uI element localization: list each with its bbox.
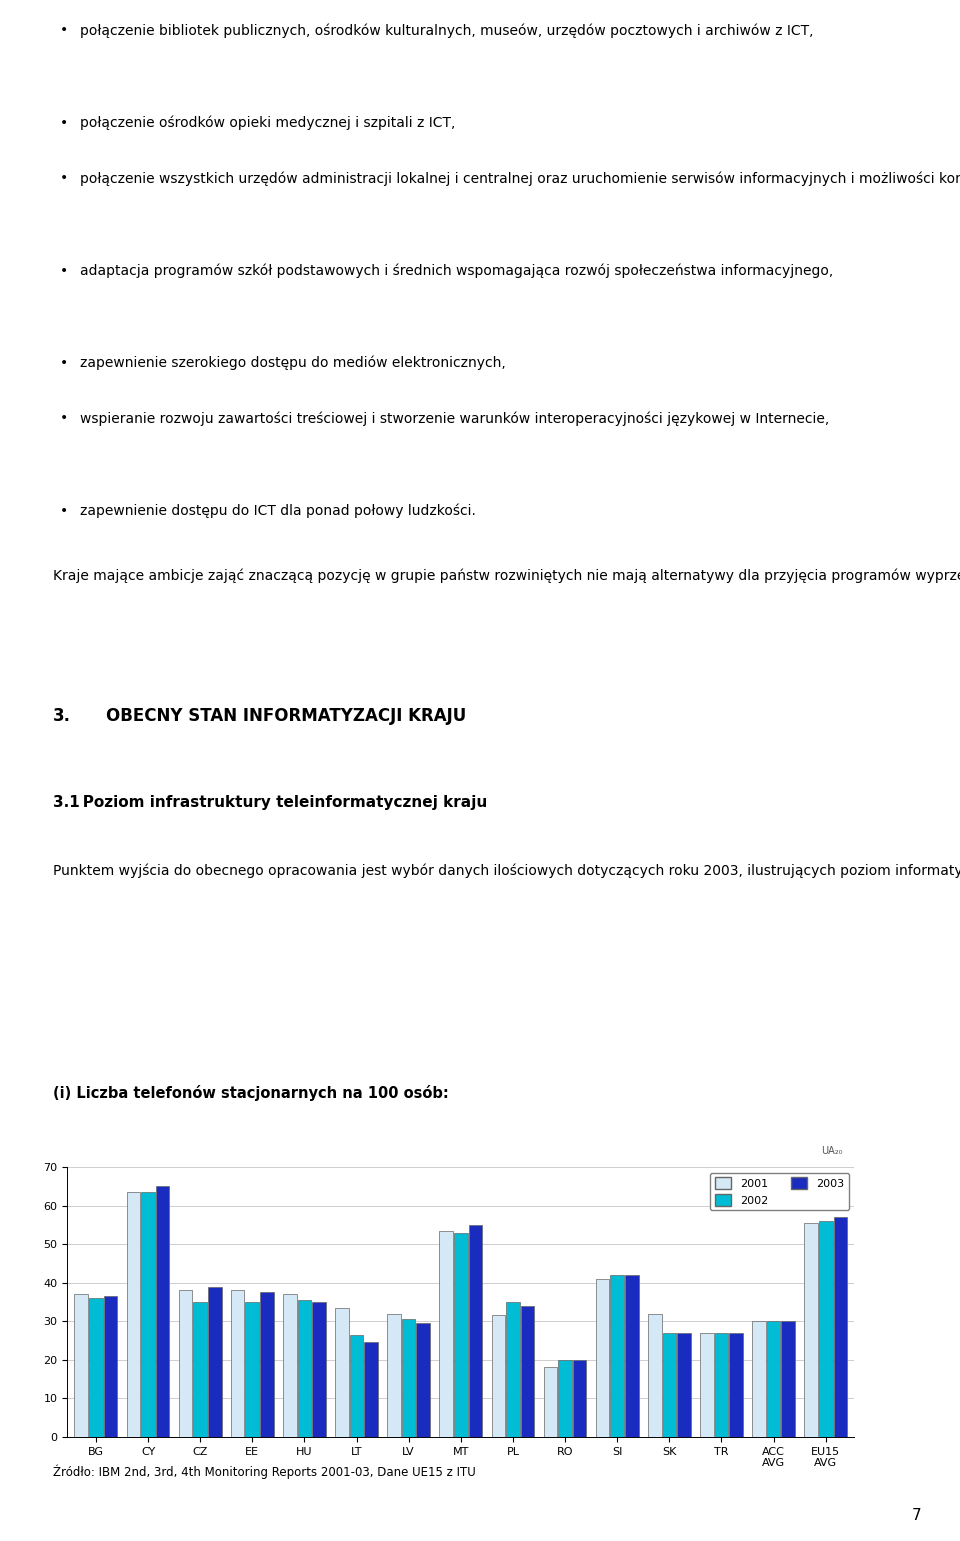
Bar: [662, 1333, 676, 1436]
Bar: [127, 1193, 140, 1436]
Bar: [468, 1225, 482, 1436]
Bar: [781, 1321, 795, 1436]
Bar: [193, 1302, 207, 1436]
Bar: [677, 1333, 690, 1436]
Bar: [804, 1224, 818, 1436]
Text: UA₂₀: UA₂₀: [821, 1147, 843, 1156]
Bar: [298, 1301, 311, 1436]
Text: zapewnienie dostępu do ICT dla ponad połowy ludzkości.: zapewnienie dostępu do ICT dla ponad poł…: [80, 504, 475, 518]
Bar: [208, 1287, 222, 1436]
Bar: [454, 1233, 468, 1436]
Bar: [335, 1308, 348, 1436]
Bar: [714, 1333, 729, 1436]
Bar: [700, 1333, 713, 1436]
Bar: [559, 1359, 572, 1436]
Bar: [440, 1231, 453, 1436]
Bar: [312, 1302, 325, 1436]
Bar: [573, 1359, 587, 1436]
Text: połączenie bibliotek publicznych, ośrodków kulturalnych, museów, urzędów pocztow: połączenie bibliotek publicznych, ośrodk…: [80, 23, 813, 37]
Bar: [179, 1290, 192, 1436]
Text: zapewnienie szerokiego dostępu do mediów elektronicznych,: zapewnienie szerokiego dostępu do mediów…: [80, 356, 505, 370]
Text: 3.: 3.: [53, 707, 71, 726]
Text: połączenie ośrodków opieki medycznej i szpitali z ICT,: połączenie ośrodków opieki medycznej i s…: [80, 116, 455, 129]
Bar: [492, 1316, 505, 1436]
Text: 3.1 Poziom infrastruktury teleinformatycznej kraju: 3.1 Poziom infrastruktury teleinformatyc…: [53, 795, 487, 811]
Bar: [260, 1293, 274, 1436]
Bar: [819, 1220, 832, 1436]
Text: połączenie wszystkich urzędów administracji lokalnej i centralnej oraz uruchomie: połączenie wszystkich urzędów administra…: [80, 171, 960, 185]
Bar: [365, 1342, 378, 1436]
Text: •: •: [60, 356, 68, 370]
Text: (i) Liczba telefonów stacjonarnych na 100 osób:: (i) Liczba telefonów stacjonarnych na 10…: [53, 1085, 448, 1102]
Bar: [730, 1333, 743, 1436]
Text: •: •: [60, 264, 68, 277]
Text: Źródło: IBM 2nd, 3rd, 4th Monitoring Reports 2001-03, Dane UE15 z ITU: Źródło: IBM 2nd, 3rd, 4th Monitoring Rep…: [53, 1464, 475, 1479]
Bar: [246, 1302, 259, 1436]
Text: 7: 7: [912, 1507, 922, 1523]
Bar: [543, 1367, 557, 1436]
Text: •: •: [60, 23, 68, 37]
Bar: [402, 1319, 416, 1436]
Text: Kraje mające ambicje zająć znaczącą pozycję w grupie państw rozwiniętych nie maj: Kraje mające ambicje zająć znaczącą pozy…: [53, 569, 960, 582]
Text: •: •: [60, 411, 68, 425]
Bar: [283, 1294, 297, 1436]
Text: •: •: [60, 504, 68, 518]
Text: •: •: [60, 171, 68, 185]
Bar: [753, 1321, 766, 1436]
Bar: [648, 1313, 661, 1436]
Bar: [506, 1302, 519, 1436]
Bar: [141, 1193, 155, 1436]
Bar: [596, 1279, 610, 1436]
Bar: [767, 1321, 780, 1436]
Legend: 2001, 2002, 2003: 2001, 2002, 2003: [710, 1173, 849, 1210]
Bar: [833, 1217, 847, 1436]
Bar: [417, 1324, 430, 1436]
Bar: [89, 1298, 103, 1436]
Bar: [387, 1313, 401, 1436]
Bar: [75, 1294, 88, 1436]
Bar: [611, 1274, 624, 1436]
Bar: [625, 1274, 638, 1436]
Text: OBECNY STAN INFORMATYZACJI KRAJU: OBECNY STAN INFORMATYZACJI KRAJU: [106, 707, 466, 726]
Bar: [231, 1290, 245, 1436]
Bar: [520, 1305, 535, 1436]
Text: •: •: [60, 116, 68, 129]
Text: adaptacja programów szkół podstawowych i średnich wspomagająca rozwój społeczeńs: adaptacja programów szkół podstawowych i…: [80, 264, 833, 277]
Bar: [349, 1335, 363, 1436]
Bar: [156, 1187, 169, 1436]
Text: wspieranie rozwoju zawartości treściowej i stworzenie warunków interoperacyjnośc: wspieranie rozwoju zawartości treściowej…: [80, 411, 828, 425]
Bar: [104, 1296, 117, 1436]
Text: Punktem wyjścia do obecnego opracowania jest wybór danych ilościowych dotyczącyc: Punktem wyjścia do obecnego opracowania …: [53, 863, 960, 878]
